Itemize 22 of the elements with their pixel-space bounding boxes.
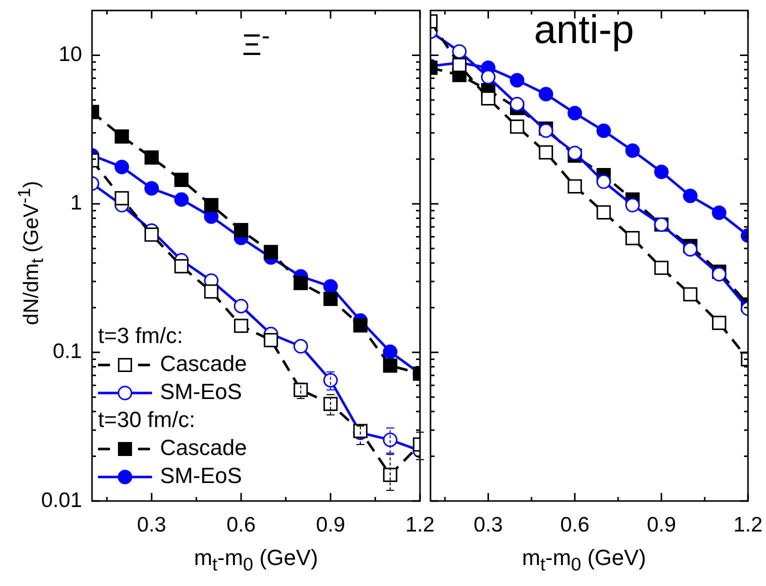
legend-label: SM-EoS xyxy=(160,463,242,488)
annotation: t=3 fm/c: xyxy=(98,323,183,348)
x-tick-label: 0.3 xyxy=(137,513,166,536)
x-axis-title: m$_{t}$-m$_{0}$ (GeV) xyxy=(520,545,648,576)
legend-label: Cascade xyxy=(160,435,247,460)
y-tick-label: 0.1 xyxy=(52,340,82,364)
x-tick-label: 0.6 xyxy=(226,513,256,536)
x-tick-label: 0.3 xyxy=(474,513,503,536)
x-axis-title: m$_{t}$-m$_{0}$ (GeV) xyxy=(192,545,320,576)
y-tick-label: 1 xyxy=(70,192,82,215)
y-tick-label: 10 xyxy=(58,43,82,66)
annotation: t=30 fm/c: xyxy=(98,407,196,432)
text: Ξ$^{-}$ xyxy=(241,22,271,63)
x-tick-label: 0.6 xyxy=(560,513,590,536)
x-tick-label: 0.9 xyxy=(316,513,346,536)
x-tick-label: 1.2 xyxy=(405,513,435,536)
legend-label: SM-EoS xyxy=(160,379,242,404)
y-tick-label: 0.01 xyxy=(41,488,82,512)
x-tick-label: 0.9 xyxy=(646,513,676,536)
chart-title: anti-p xyxy=(532,8,636,53)
x-tick-label: 1.2 xyxy=(733,513,763,536)
legend-label: Cascade xyxy=(160,351,247,376)
